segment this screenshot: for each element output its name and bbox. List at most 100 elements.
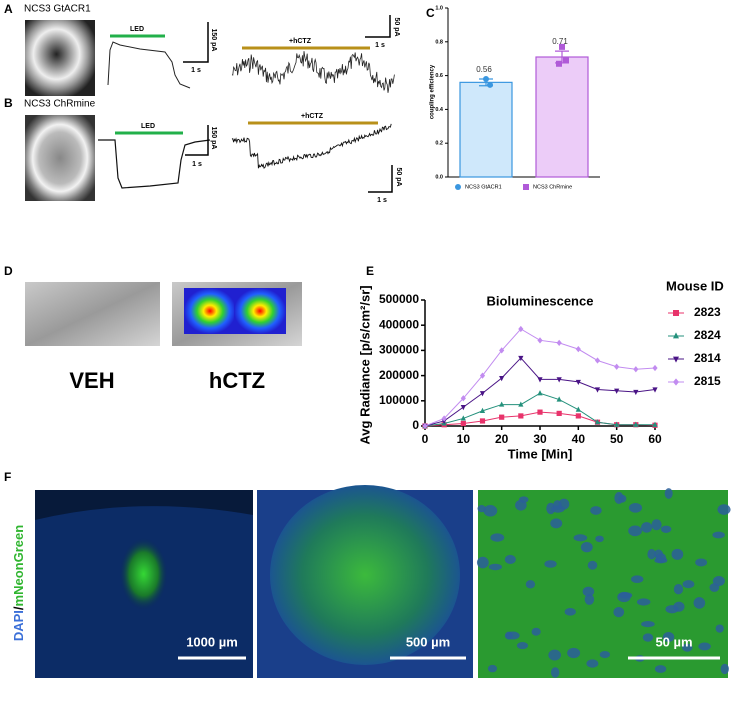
marker	[537, 390, 543, 396]
stain-label: DAPI	[11, 610, 26, 641]
y-tick-label: 0.8	[435, 39, 443, 45]
marker	[483, 75, 489, 82]
scale-label: 50 µm	[655, 634, 692, 649]
panel-label: D	[4, 264, 13, 278]
y-tick-label: 400000	[379, 317, 419, 331]
nucleus	[587, 560, 598, 570]
scale-label: 1 s	[191, 67, 201, 74]
nucleus	[483, 505, 498, 517]
scale-bar	[183, 22, 209, 63]
scale-label: 1000 µm	[186, 634, 238, 649]
scale-label: 1 s	[192, 161, 202, 168]
legend-marker	[523, 184, 529, 190]
scale-bar	[365, 15, 391, 38]
scale-label: 500 µm	[406, 634, 450, 649]
nucleus	[586, 659, 599, 668]
marker	[460, 395, 466, 402]
nucleus	[720, 663, 729, 675]
y-tick-label: 1.0	[435, 5, 443, 11]
nucleus	[506, 631, 520, 640]
scale-label: 1 s	[375, 42, 385, 49]
nucleus	[682, 643, 693, 652]
marker	[556, 377, 562, 383]
marker	[479, 372, 486, 379]
marker	[537, 337, 543, 344]
bar	[459, 81, 513, 178]
marker	[575, 346, 581, 353]
marker	[479, 391, 486, 397]
marker	[575, 406, 581, 412]
nucleus	[654, 665, 667, 673]
group-label: VEH	[69, 368, 114, 393]
scale-label: 1 s	[377, 197, 387, 204]
nucleus	[712, 575, 725, 587]
nucleus	[715, 624, 724, 633]
x-tick-label: 10	[457, 432, 471, 446]
nucleus	[695, 558, 708, 567]
legend-marker	[455, 184, 461, 190]
scale-label: 50 pA	[393, 17, 400, 36]
charts: 0.0 0.2 0.4 0.6 0.8 1.0 coupling efficiency 0.5…	[357, 5, 723, 461]
marker	[652, 421, 658, 427]
legend-label: 2824	[694, 328, 721, 342]
nucleus	[504, 554, 516, 564]
y-axis-label: coupling efficiency	[430, 64, 436, 119]
nucleus	[487, 664, 498, 673]
marker	[518, 355, 524, 362]
trace	[107, 41, 191, 89]
legend-marker	[673, 356, 679, 363]
marker	[460, 415, 466, 421]
marker	[575, 379, 581, 386]
nucleus	[617, 591, 631, 603]
cell-label: NCS3 GtACR1	[24, 4, 91, 15]
marker	[499, 401, 505, 407]
legend-label: NCS3 GtACR1	[465, 184, 502, 190]
marker	[652, 387, 658, 393]
marker	[460, 405, 466, 411]
marker	[518, 401, 524, 407]
y-tick-label: 0.2	[435, 141, 443, 147]
y-axis-label: Avg Radiance [p/s/cm²/sr]	[357, 285, 372, 444]
marker	[460, 420, 466, 427]
x-tick-label: 20	[495, 432, 509, 446]
legend-marker	[673, 378, 679, 386]
nucleus	[613, 607, 625, 618]
hctz-label: +hCTZ	[301, 113, 324, 120]
panel-label: C	[426, 6, 435, 20]
marker	[479, 407, 486, 413]
marker	[652, 364, 658, 372]
nucleus	[488, 563, 502, 571]
nucleus	[664, 488, 673, 499]
tissue-image	[25, 282, 160, 346]
nucleus	[671, 548, 684, 560]
marker	[499, 414, 505, 420]
x-tick-label: 30	[533, 432, 547, 446]
hctz-label: +hCTZ	[289, 38, 312, 45]
nucleus	[673, 601, 685, 612]
marker	[518, 325, 524, 333]
nucleus	[628, 503, 643, 513]
nucleus	[662, 632, 675, 643]
x-tick-label: 60	[648, 432, 662, 446]
nucleus	[673, 584, 684, 595]
nucleus	[630, 575, 644, 584]
nucleus	[647, 548, 656, 560]
nucleus	[516, 642, 529, 650]
nucleus	[490, 533, 505, 542]
legend-title: Mouse ID	[666, 278, 724, 293]
nucleus	[641, 522, 653, 533]
nucleus	[682, 580, 695, 589]
panel-label: F	[4, 470, 11, 484]
x-tick-label: 0	[422, 432, 429, 446]
x-axis-label: Time [Min]	[508, 446, 573, 461]
heatmap	[184, 288, 236, 334]
marker	[614, 388, 620, 394]
nucleus	[525, 580, 536, 589]
nucleus	[553, 500, 562, 511]
marker	[422, 422, 428, 430]
panel-label: A	[4, 2, 13, 16]
nucleus	[595, 535, 604, 543]
scale-label: 150 pA	[210, 127, 217, 150]
marker	[559, 43, 565, 50]
